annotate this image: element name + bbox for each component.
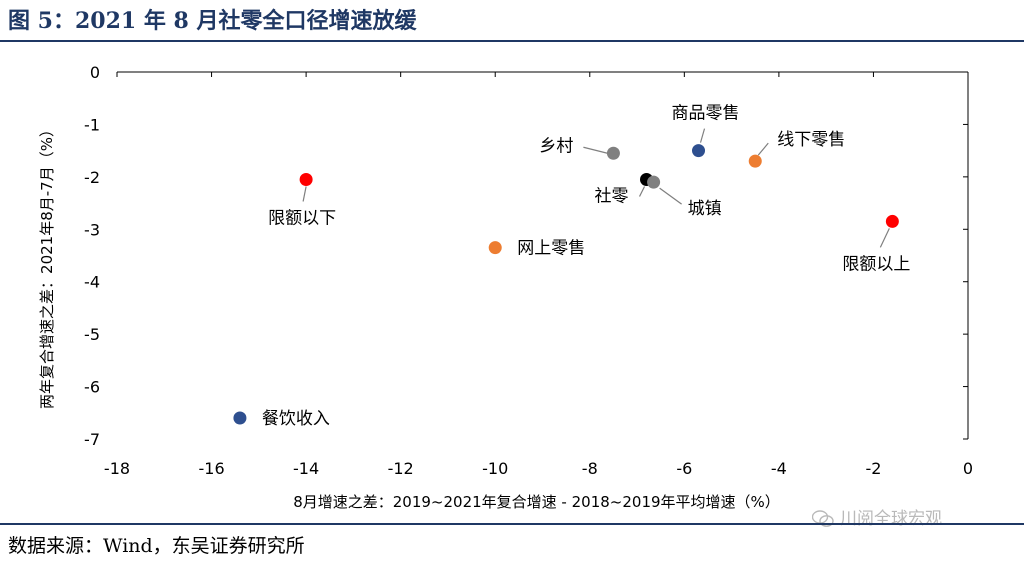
x-tick-label: -6 <box>676 459 692 478</box>
scatter-point <box>748 154 762 168</box>
x-tick-label: -10 <box>482 459 508 478</box>
footer-rule <box>0 523 1024 525</box>
point-label: 网上零售 <box>517 239 585 259</box>
x-axis-label: 8月增速之差：2019~2021年复合增速 - 2018~2019年平均增速（%… <box>293 493 780 511</box>
x-tick-label: -18 <box>104 459 130 478</box>
chart-svg: -18 -16 -14 -12 -10 -8 -6 -4 -2 00-1-2-3-4-5-6-7 … <box>38 63 973 511</box>
point-label: 限额以下 <box>268 208 336 228</box>
label-leader-line <box>583 146 608 154</box>
y-tick-label: -6 <box>84 378 100 397</box>
y-tick-label: -3 <box>84 220 100 239</box>
label-leader-line <box>302 186 307 202</box>
scatter-point <box>606 146 620 160</box>
x-tick-label: 0 <box>963 459 973 478</box>
wechat-icon <box>811 510 834 528</box>
point-label: 社零 <box>595 186 629 206</box>
scatter-point <box>299 172 313 186</box>
y-tick-label: -4 <box>84 273 100 292</box>
y-tick-label: -7 <box>84 430 100 449</box>
scatter-point <box>233 411 247 425</box>
label-leader-line <box>699 128 706 143</box>
watermark: 川阅全球宏观 <box>811 506 942 532</box>
scatter-point <box>885 214 899 228</box>
point-label: 餐饮收入 <box>262 409 330 429</box>
point-label: 线下零售 <box>777 130 845 150</box>
title-rule <box>0 40 1024 42</box>
x-tick-label: -2 <box>865 459 881 478</box>
point-label: 乡村 <box>539 136 573 156</box>
source-note: 数据来源：Wind，东吴证券研究所 <box>8 535 305 557</box>
x-tick-label: -16 <box>198 459 224 478</box>
scatter-point <box>647 175 661 189</box>
y-tick-label: -5 <box>84 325 100 344</box>
x-tick-label: -12 <box>388 459 414 478</box>
scatter-point <box>692 144 706 158</box>
watermark-text: 川阅全球宏观 <box>840 509 942 529</box>
label-leader-line <box>638 186 646 197</box>
point-label: 城镇 <box>688 199 722 219</box>
y-tick-label: 0 <box>90 63 100 82</box>
y-axis-label: 两年复合增速之差：2021年8月-7月（%） <box>38 122 56 409</box>
y-tick-label: -2 <box>84 168 100 187</box>
point-label: 商品零售 <box>672 104 740 124</box>
scatter-chart: -18 -16 -14 -12 -10 -8 -6 -4 -2 0 0 -1 -2 -3 -4 -5 -6 -7 … <box>0 44 1024 522</box>
y-tick-label: -1 <box>84 115 100 134</box>
figure-title: 图 5：2021 年 8 月社零全口径增速放缓 <box>8 8 417 34</box>
label-leader-line <box>659 187 682 205</box>
x-tick-label: -4 <box>771 459 787 478</box>
point-label: 限额以上 <box>842 254 910 274</box>
label-leader-line <box>757 142 769 156</box>
scatter-point <box>488 241 502 255</box>
x-tick-label: -14 <box>293 459 319 478</box>
label-leader-line <box>879 228 890 248</box>
x-tick-label: -8 <box>582 459 598 478</box>
